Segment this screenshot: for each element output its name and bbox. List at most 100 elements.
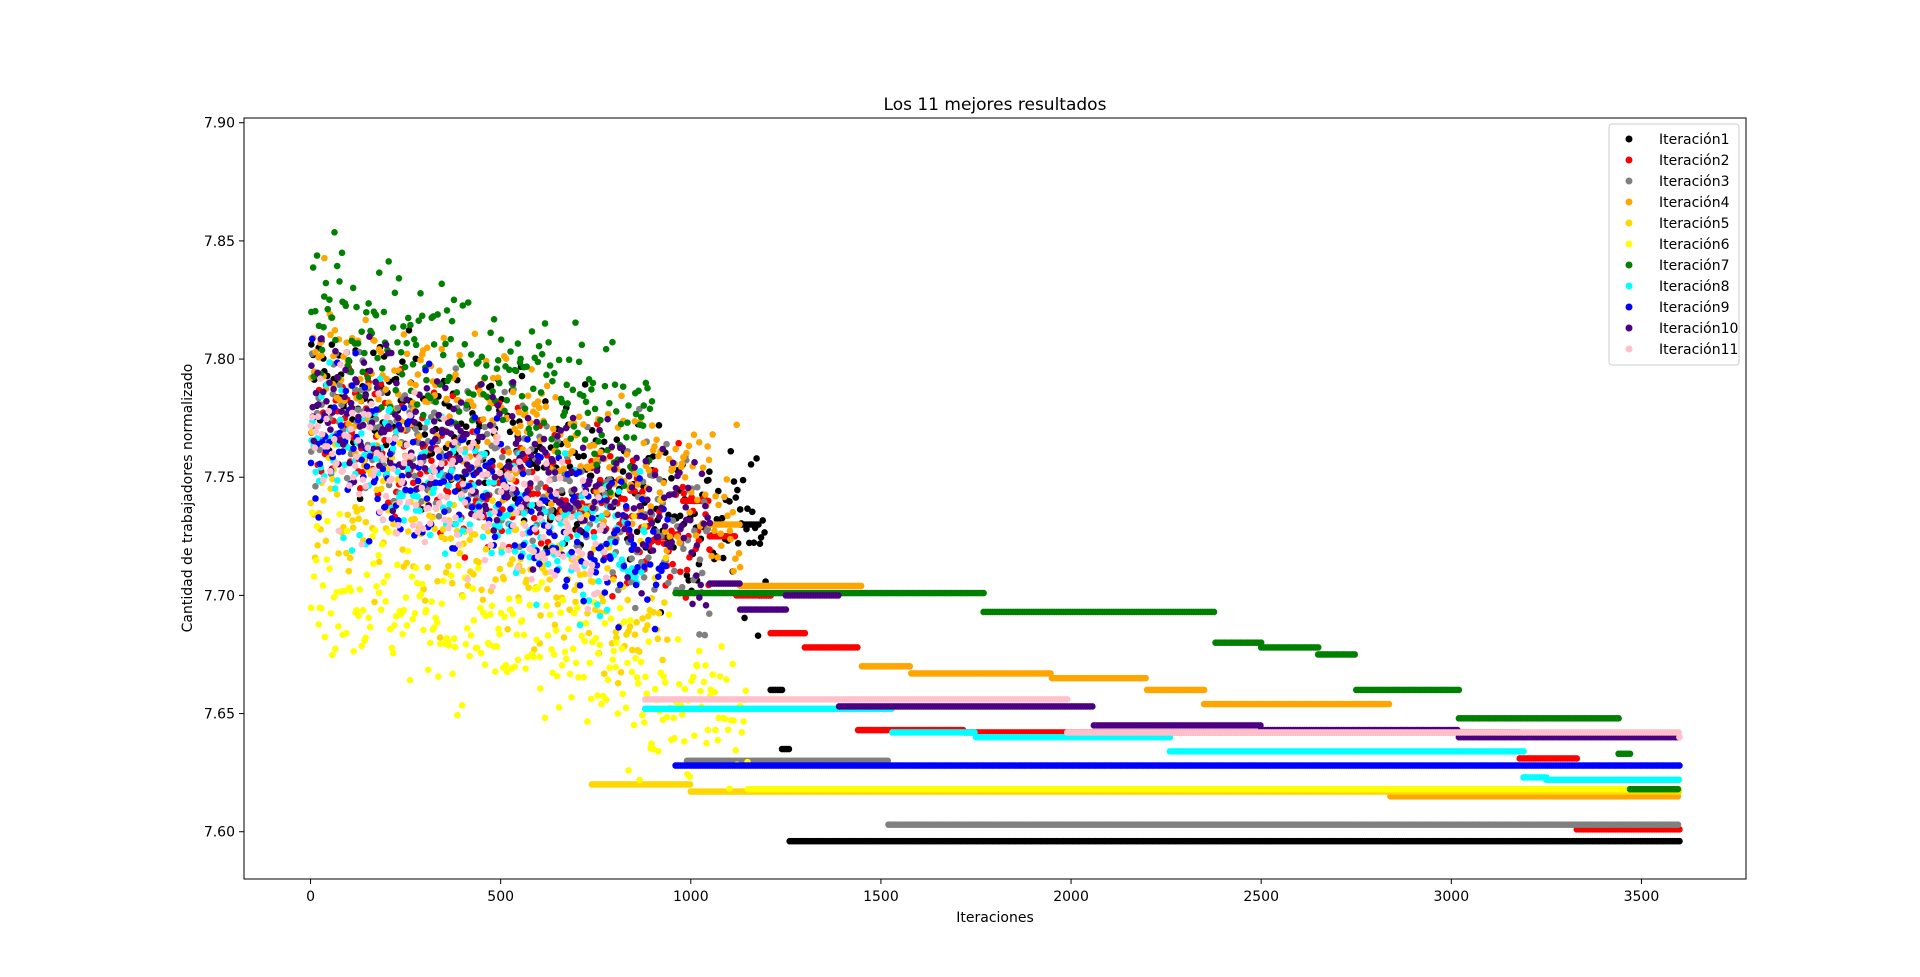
data-point bbox=[320, 497, 327, 504]
data-point bbox=[537, 389, 545, 396]
data-point bbox=[526, 601, 533, 609]
data-point bbox=[674, 636, 682, 643]
data-point bbox=[307, 499, 315, 507]
data-point bbox=[630, 512, 638, 520]
data-point bbox=[727, 535, 734, 543]
data-point bbox=[701, 491, 709, 498]
data-point bbox=[411, 609, 419, 617]
data-point bbox=[683, 572, 691, 579]
data-point bbox=[583, 511, 591, 519]
data-point bbox=[470, 391, 477, 398]
data-point bbox=[434, 311, 441, 318]
data-point bbox=[485, 404, 492, 412]
data-point bbox=[717, 542, 725, 549]
data-point bbox=[574, 429, 582, 437]
data-point bbox=[407, 379, 414, 387]
data-point bbox=[487, 382, 495, 390]
data-point bbox=[681, 685, 689, 693]
data-point bbox=[1573, 755, 1581, 762]
data-point bbox=[602, 696, 610, 703]
data-point bbox=[431, 525, 438, 533]
data-point bbox=[857, 582, 865, 590]
data-point bbox=[644, 384, 651, 392]
data-point bbox=[607, 615, 615, 623]
data-point bbox=[558, 398, 566, 406]
data-point bbox=[479, 416, 487, 423]
data-point bbox=[362, 316, 369, 324]
data-point bbox=[400, 606, 408, 614]
data-point bbox=[331, 229, 338, 236]
data-point bbox=[482, 545, 490, 553]
data-point bbox=[676, 539, 683, 546]
data-point bbox=[730, 717, 738, 724]
data-point bbox=[365, 614, 372, 622]
data-point bbox=[633, 674, 641, 681]
data-point bbox=[345, 567, 353, 575]
data-point bbox=[686, 781, 694, 788]
data-point bbox=[609, 576, 617, 583]
data-point bbox=[721, 493, 728, 501]
data-point bbox=[759, 517, 767, 524]
data-point bbox=[322, 537, 330, 545]
data-point bbox=[661, 528, 669, 535]
data-point bbox=[344, 511, 352, 519]
data-point bbox=[491, 668, 499, 675]
data-point bbox=[651, 685, 659, 693]
data-point bbox=[467, 351, 475, 358]
data-point bbox=[312, 557, 320, 564]
data-point bbox=[585, 629, 593, 637]
data-point bbox=[666, 533, 674, 541]
data-point bbox=[407, 321, 414, 329]
data-point bbox=[412, 341, 420, 349]
data-point bbox=[618, 392, 625, 400]
data-point bbox=[575, 358, 583, 366]
data-point bbox=[432, 398, 440, 406]
data-point bbox=[356, 393, 363, 400]
data-point bbox=[520, 631, 528, 639]
data-point bbox=[595, 438, 602, 445]
data-point bbox=[647, 503, 655, 510]
data-point bbox=[417, 591, 425, 598]
data-point bbox=[418, 312, 426, 320]
data-point bbox=[588, 386, 595, 393]
data-point bbox=[535, 404, 543, 412]
data-point bbox=[732, 555, 739, 562]
data-point bbox=[723, 676, 730, 683]
data-point bbox=[451, 643, 459, 651]
data-point bbox=[644, 612, 652, 620]
data-point bbox=[543, 382, 551, 390]
data-point bbox=[567, 435, 574, 442]
data-point bbox=[623, 434, 630, 441]
data-point bbox=[418, 498, 425, 505]
data-point bbox=[481, 423, 489, 431]
data-point bbox=[462, 423, 470, 430]
data-point bbox=[475, 559, 482, 566]
data-point bbox=[383, 375, 390, 383]
data-point bbox=[574, 604, 581, 612]
data-point bbox=[461, 341, 469, 348]
data-point bbox=[704, 726, 712, 734]
data-point bbox=[471, 330, 479, 338]
data-point bbox=[428, 598, 435, 605]
data-point bbox=[714, 736, 722, 744]
data-point bbox=[326, 296, 333, 304]
data-point bbox=[663, 440, 670, 448]
data-point bbox=[359, 606, 367, 614]
data-point bbox=[426, 394, 434, 402]
data-point bbox=[569, 386, 577, 394]
data-point bbox=[590, 528, 598, 536]
data-point bbox=[321, 254, 328, 262]
data-point bbox=[640, 439, 648, 447]
data-point bbox=[496, 630, 503, 638]
data-point bbox=[575, 413, 583, 421]
data-point bbox=[730, 478, 738, 485]
data-point bbox=[670, 714, 677, 722]
data-point bbox=[584, 409, 592, 417]
data-point bbox=[409, 615, 416, 623]
data-point bbox=[738, 728, 746, 736]
data-point bbox=[736, 506, 744, 513]
data-point bbox=[551, 475, 559, 483]
data-point bbox=[483, 362, 490, 369]
data-point bbox=[581, 381, 589, 388]
